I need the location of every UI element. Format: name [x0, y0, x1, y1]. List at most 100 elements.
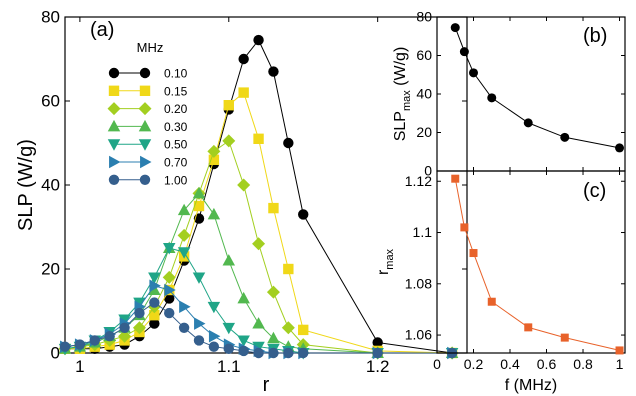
data-point: [164, 293, 175, 304]
y-axis-label-sub: max: [401, 90, 413, 111]
data-point: [118, 329, 132, 343]
data-point: [59, 341, 71, 352]
legend-item-0.20: 0.20: [107, 102, 188, 116]
data-point: [119, 322, 130, 333]
data-point: [104, 331, 115, 342]
data-point: [267, 331, 280, 344]
data-point: [149, 297, 160, 308]
data-point: [192, 272, 206, 284]
data-point: [222, 322, 236, 335]
y-tick-label: 80: [41, 8, 60, 27]
series-line: [454, 178, 620, 351]
data-point: [208, 341, 220, 352]
data-point: [149, 318, 160, 329]
legend-marker: [139, 174, 151, 185]
data-point: [134, 307, 145, 319]
y-axis-label: SLPmax (W/g): [392, 47, 413, 142]
data-point: [177, 203, 191, 216]
legend-label: 0.30: [164, 120, 188, 134]
y-tick-label: 80: [416, 9, 432, 25]
data-point: [164, 307, 175, 319]
data-point: [283, 137, 294, 149]
y-tick-label: 1.08: [405, 275, 432, 291]
y-tick-label: 1.12: [405, 173, 432, 189]
data-point: [194, 317, 206, 330]
data-point: [132, 321, 146, 335]
data-point: [451, 174, 460, 183]
y-tick-label: 0: [424, 163, 432, 179]
data-point: [372, 337, 383, 348]
legend-item-0.50: 0.50: [107, 138, 188, 152]
data-point: [298, 324, 309, 336]
data-point: [149, 279, 161, 293]
data-point: [193, 200, 205, 212]
legend-label: 0.10: [164, 67, 188, 81]
data-point: [207, 207, 221, 220]
panel-b-tag: (b): [583, 25, 607, 47]
legend-label: 0.70: [164, 156, 188, 170]
data-point: [207, 301, 221, 314]
x-tick-label: 1.1: [217, 357, 241, 376]
y-axis-label-main: SLP: [392, 111, 409, 141]
legend-item-0.15: 0.15: [108, 84, 188, 98]
y-tick-label: 20: [41, 260, 60, 279]
plot-frame: [436, 170, 626, 354]
y-tick-label: 0: [51, 344, 60, 363]
y-axis-label: rmax: [375, 248, 396, 275]
legend-item-0.30: 0.30: [107, 120, 188, 134]
data-point: [192, 186, 206, 199]
data-point: [162, 243, 176, 255]
x-tick-label: 0: [433, 356, 441, 372]
data-point: [253, 133, 264, 144]
data-point: [252, 237, 266, 251]
data-point: [560, 333, 569, 342]
series-0.30: [58, 186, 459, 358]
data-point: [283, 263, 294, 275]
data-point: [193, 335, 205, 346]
data-point: [238, 345, 249, 357]
data-point: [207, 144, 221, 158]
data-point: [89, 335, 100, 346]
y-axis-label: SLP (W/g): [15, 139, 37, 231]
data-point: [560, 132, 570, 142]
series-0: [451, 174, 624, 355]
data-point: [237, 178, 251, 192]
legend-marker: [138, 102, 152, 116]
data-point: [148, 272, 161, 284]
panel-c: 1.06 1.08 1.1 1.12 0 0.2 0.4 0.6 0.8 1 f (MHz) rmax: [375, 170, 626, 394]
data-point: [523, 118, 533, 128]
data-point: [268, 66, 279, 77]
x-tick-label: 1.2: [366, 357, 390, 376]
legend-label: 1.00: [164, 173, 188, 187]
data-point: [208, 154, 220, 165]
x-tick-label: 0.8: [573, 356, 593, 372]
data-point: [74, 339, 86, 350]
data-point: [177, 228, 191, 242]
data-point: [252, 317, 265, 329]
data-point: [238, 53, 249, 65]
y-tick-label: 1.06: [405, 327, 432, 343]
data-point: [268, 202, 279, 214]
y-tick-label: 40: [416, 86, 432, 102]
legend-label: 0.15: [164, 84, 188, 98]
data-point: [237, 335, 250, 347]
x-tick-label: 1: [616, 356, 624, 372]
data-point: [222, 134, 236, 148]
y-tick-label: 40: [41, 176, 60, 195]
legend-marker: [108, 85, 120, 96]
panel-a-tag: (a): [90, 19, 114, 41]
series-1.00: [59, 297, 458, 359]
x-axis-label: r: [263, 374, 270, 396]
legend-marker: [107, 102, 121, 116]
data-point: [253, 347, 264, 359]
data-point: [178, 322, 190, 333]
legend-title: MHz: [137, 40, 164, 55]
data-point: [253, 34, 264, 46]
data-point: [469, 249, 478, 258]
y-axis-label-sub: max: [384, 248, 396, 269]
legend-marker: [140, 155, 152, 169]
data-point: [223, 343, 234, 354]
data-point: [237, 291, 250, 304]
